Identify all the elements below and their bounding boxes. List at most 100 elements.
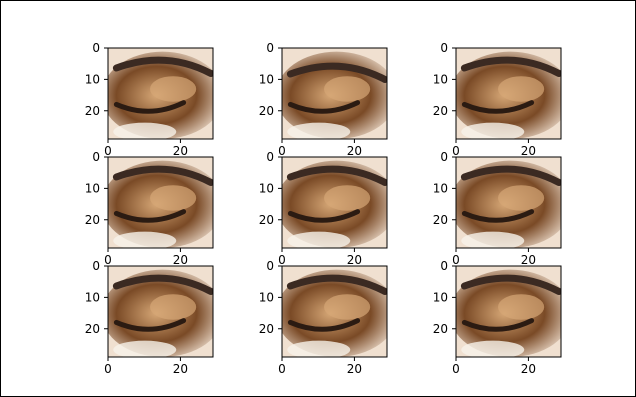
axes-frame [107,156,214,249]
lash-line [113,318,187,332]
axes-frame [281,156,388,249]
y-tick-label: 20 [433,322,448,336]
y-tick-label: 0 [92,259,100,273]
under-eye-highlight [287,122,351,139]
x-tick-label: 20 [347,144,362,158]
lid-highlight [150,185,197,211]
under-eye-highlight [287,231,351,248]
lash-line [113,209,187,223]
under-eye-highlight [287,340,351,357]
eyebrow [112,56,213,77]
eyebrow [112,274,213,295]
x-tick-label: 0 [452,253,460,267]
y-tick-label: 10 [433,72,448,86]
lid-highlight [324,185,371,211]
image-panel: 0 10 20 0 20 [433,41,562,158]
y-tick-label: 20 [433,104,448,118]
under-eye-highlight [461,340,525,357]
lash-line [113,100,187,114]
x-tick-label: 20 [347,362,362,376]
y-tick-label: 0 [266,259,274,273]
eyebrow [460,56,561,77]
y-tick-label: 20 [85,322,100,336]
y-tick-label: 10 [85,72,100,86]
x-tick-label: 20 [173,253,188,267]
x-tick-label: 20 [347,253,362,267]
y-tick-label: 0 [440,41,448,55]
x-tick-label: 0 [278,362,286,376]
under-eye-highlight [113,122,177,139]
y-tick-label: 10 [85,181,100,195]
axes-frame [107,265,214,358]
lash-line [461,209,535,223]
x-tick-label: 0 [452,362,460,376]
x-tick-label: 0 [278,253,286,267]
under-eye-highlight [461,122,525,139]
lash-line [461,318,535,332]
y-tick-label: 20 [259,322,274,336]
y-tick-label: 20 [259,213,274,227]
y-tick-label: 20 [433,213,448,227]
x-tick-label: 20 [173,144,188,158]
lid-highlight [497,185,545,211]
lid-highlight [497,294,545,320]
x-tick-label: 0 [104,144,112,158]
y-tick-label: 10 [85,290,100,304]
y-tick-label: 0 [440,259,448,273]
x-tick-label: 20 [521,362,536,376]
y-tick-label: 0 [266,150,274,164]
lid-highlight [324,76,371,102]
x-tick-label: 0 [104,362,112,376]
lid-highlight [497,76,545,102]
axes-frame [455,156,562,249]
axes-frame [281,265,388,358]
axes-frame [107,47,214,140]
y-tick-label: 0 [92,150,100,164]
image-panel: 0 10 20 0 20 [259,41,388,158]
image-panel: 0 10 20 0 20 [433,150,562,267]
y-tick-label: 10 [433,181,448,195]
x-tick-label: 0 [278,144,286,158]
eyebrow [286,165,387,186]
image-panel: 0 10 20 0 20 [259,259,388,376]
axes-frame [455,47,562,140]
y-tick-label: 20 [85,104,100,118]
lid-highlight [150,76,197,102]
image-panel: 0 10 20 0 20 [85,150,214,267]
y-tick-label: 0 [266,41,274,55]
y-tick-label: 20 [85,213,100,227]
x-tick-label: 20 [521,144,536,158]
under-eye-highlight [113,340,177,357]
x-tick-label: 20 [521,253,536,267]
lash-line [461,100,535,114]
under-eye-highlight [461,231,525,248]
eyebrow [112,165,213,186]
under-eye-highlight [113,231,177,248]
eyebrow [460,274,561,295]
lid-highlight [324,294,371,320]
y-tick-label: 0 [92,41,100,55]
lash-line [287,100,361,114]
lid-highlight [150,294,197,320]
axes-frame [455,265,562,358]
image-panel: 0 10 20 0 20 [259,150,388,267]
lash-line [287,318,361,332]
image-panel: 0 10 20 0 20 [433,259,562,376]
y-tick-label: 10 [259,181,274,195]
x-tick-label: 0 [452,144,460,158]
x-tick-label: 0 [104,253,112,267]
y-tick-label: 20 [259,104,274,118]
eyebrow [286,274,387,295]
lash-line [287,209,361,223]
y-tick-label: 0 [440,150,448,164]
x-tick-label: 20 [173,362,188,376]
image-panel: 0 10 20 0 20 [85,259,214,376]
y-tick-label: 10 [259,290,274,304]
y-tick-label: 10 [259,72,274,86]
eyebrow [460,165,561,186]
axes-frame [281,47,388,140]
eyebrow [286,62,387,83]
y-tick-label: 10 [433,290,448,304]
